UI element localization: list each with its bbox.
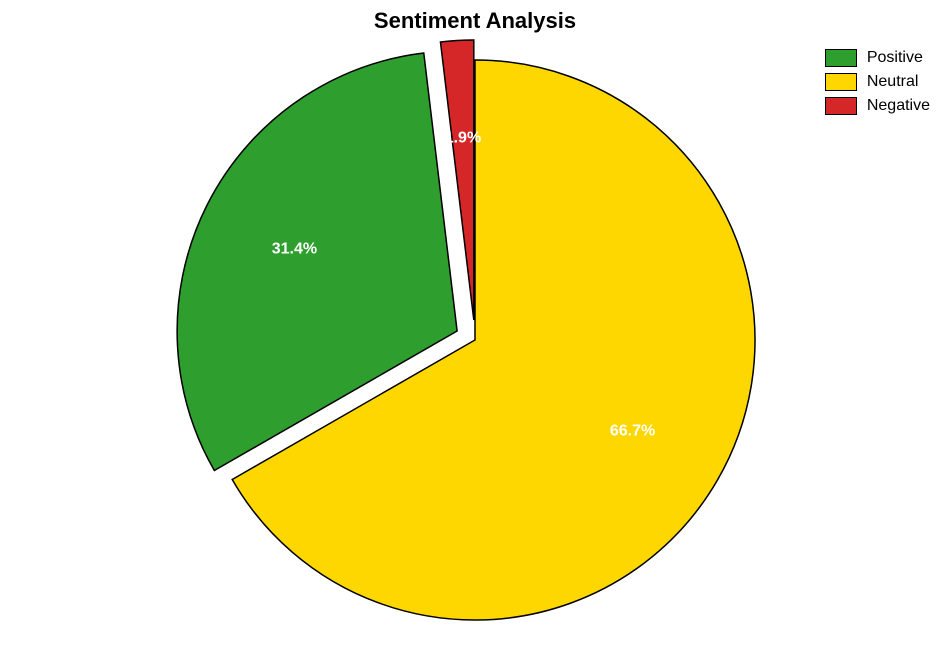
legend-label-positive: Positive — [867, 49, 923, 67]
legend: Positive Neutral Negative — [825, 46, 930, 118]
legend-swatch-negative — [825, 97, 857, 115]
pie-chart: 66.7% 31.4% 1.9% — [0, 0, 950, 662]
legend-swatch-neutral — [825, 73, 857, 91]
legend-swatch-positive — [825, 49, 857, 67]
legend-item-negative: Negative — [825, 94, 930, 118]
legend-label-neutral: Neutral — [867, 73, 919, 91]
legend-item-positive: Positive — [825, 46, 930, 70]
slice-label-neutral: 66.7% — [610, 422, 655, 439]
legend-label-negative: Negative — [867, 97, 930, 115]
slice-label-positive: 31.4% — [272, 241, 317, 258]
slice-label-negative: 1.9% — [445, 130, 481, 147]
legend-item-neutral: Neutral — [825, 70, 930, 94]
